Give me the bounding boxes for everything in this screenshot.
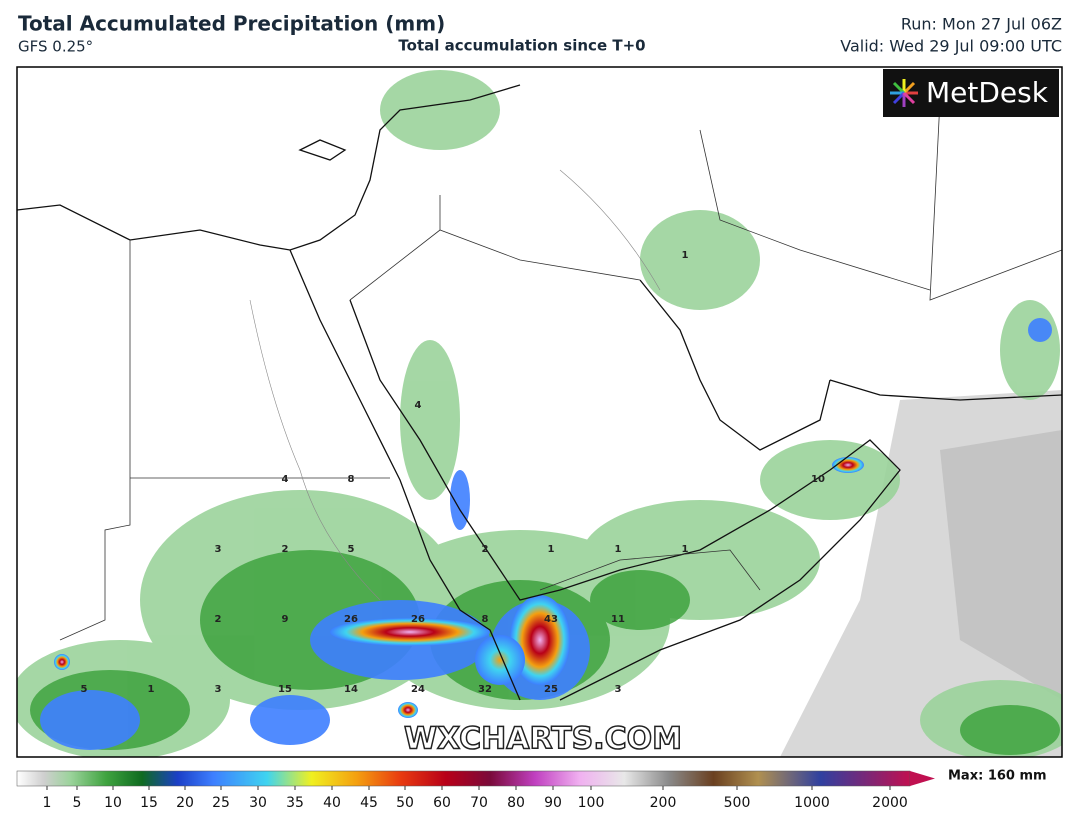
valid-time: Valid: Wed 29 Jul 09:00 UTC — [840, 37, 1062, 56]
point-label: 43 — [544, 614, 558, 625]
colorbar-tick-label: 10 — [104, 795, 122, 811]
point-label: 1 — [548, 544, 555, 555]
colorbar-tick-label: 200 — [650, 795, 677, 811]
point-label: 1 — [615, 544, 622, 555]
colorbar-tick-label: 30 — [249, 795, 267, 811]
point-label: 5 — [348, 544, 355, 555]
colorbar-tick-label: 25 — [212, 795, 230, 811]
point-label: 3 — [215, 544, 222, 555]
point-label: 9 — [282, 614, 289, 625]
model: GFS 0.25° — [18, 38, 93, 56]
point-label: 24 — [411, 684, 425, 695]
point-label: 3 — [215, 684, 222, 695]
colorbar-tick-label: 500 — [724, 795, 751, 811]
point-label: 4 — [282, 474, 289, 485]
point-label: 8 — [348, 474, 355, 485]
point-label: 3 — [615, 684, 622, 695]
colorbar-tick-label: 40 — [323, 795, 341, 811]
colorbar-tick-label: 15 — [140, 795, 158, 811]
point-label: 32 — [478, 684, 492, 695]
colorbar-tick-label: 2000 — [872, 795, 908, 811]
colorbar-tick-label: 70 — [470, 795, 488, 811]
point-label: 8 — [482, 614, 489, 625]
point-label: 26 — [411, 614, 425, 625]
colorbar-tick-label: 5 — [73, 795, 82, 811]
watermark: WXCHARTS.COM — [404, 722, 682, 757]
point-label: 2 — [482, 544, 489, 555]
point-label: 1 — [682, 544, 689, 555]
max-label: Max: 160 mm — [948, 769, 1047, 784]
colorbar-tick-label: 35 — [286, 795, 304, 811]
colorbar-tick-label: 45 — [360, 795, 378, 811]
point-label: 1 — [148, 684, 155, 695]
point-label: 11 — [611, 614, 625, 625]
point-label: 1 — [682, 250, 689, 261]
run-time: Run: Mon 27 Jul 06Z — [901, 15, 1062, 34]
point-label: 4 — [415, 400, 422, 411]
colorbar-tick-label: 1000 — [794, 795, 830, 811]
subtitle: Total accumulation since T+0 — [398, 37, 645, 55]
colorbar-tick-label: 80 — [507, 795, 525, 811]
title: Total Accumulated Precipitation (mm) — [18, 12, 445, 36]
point-label: 10 — [811, 474, 825, 485]
colorbar-arrow — [910, 771, 935, 786]
colorbar — [16, 770, 911, 787]
map-frame — [16, 66, 1063, 758]
colorbar-tick-label: 20 — [176, 795, 194, 811]
point-label: 14 — [344, 684, 358, 695]
point-label: 25 — [544, 684, 558, 695]
colorbar-tick-label: 1 — [43, 795, 52, 811]
point-label: 2 — [215, 614, 222, 625]
point-label: 2 — [282, 544, 289, 555]
point-label: 5 — [81, 684, 88, 695]
point-label: 26 — [344, 614, 358, 625]
colorbar-tick-label: 60 — [433, 795, 451, 811]
map: 144 8 103 2 5 2 1 1 12 9 26 26 8 43 115 1 3 15 14 24 32 25 3 M… — [17, 67, 1062, 757]
colorbar-tick-label: 50 — [396, 795, 414, 811]
colorbar-tick-label: 90 — [544, 795, 562, 811]
point-label: 15 — [278, 684, 292, 695]
logo: MetDesk — [926, 76, 1049, 109]
colorbar-tick-label: 100 — [578, 795, 605, 811]
